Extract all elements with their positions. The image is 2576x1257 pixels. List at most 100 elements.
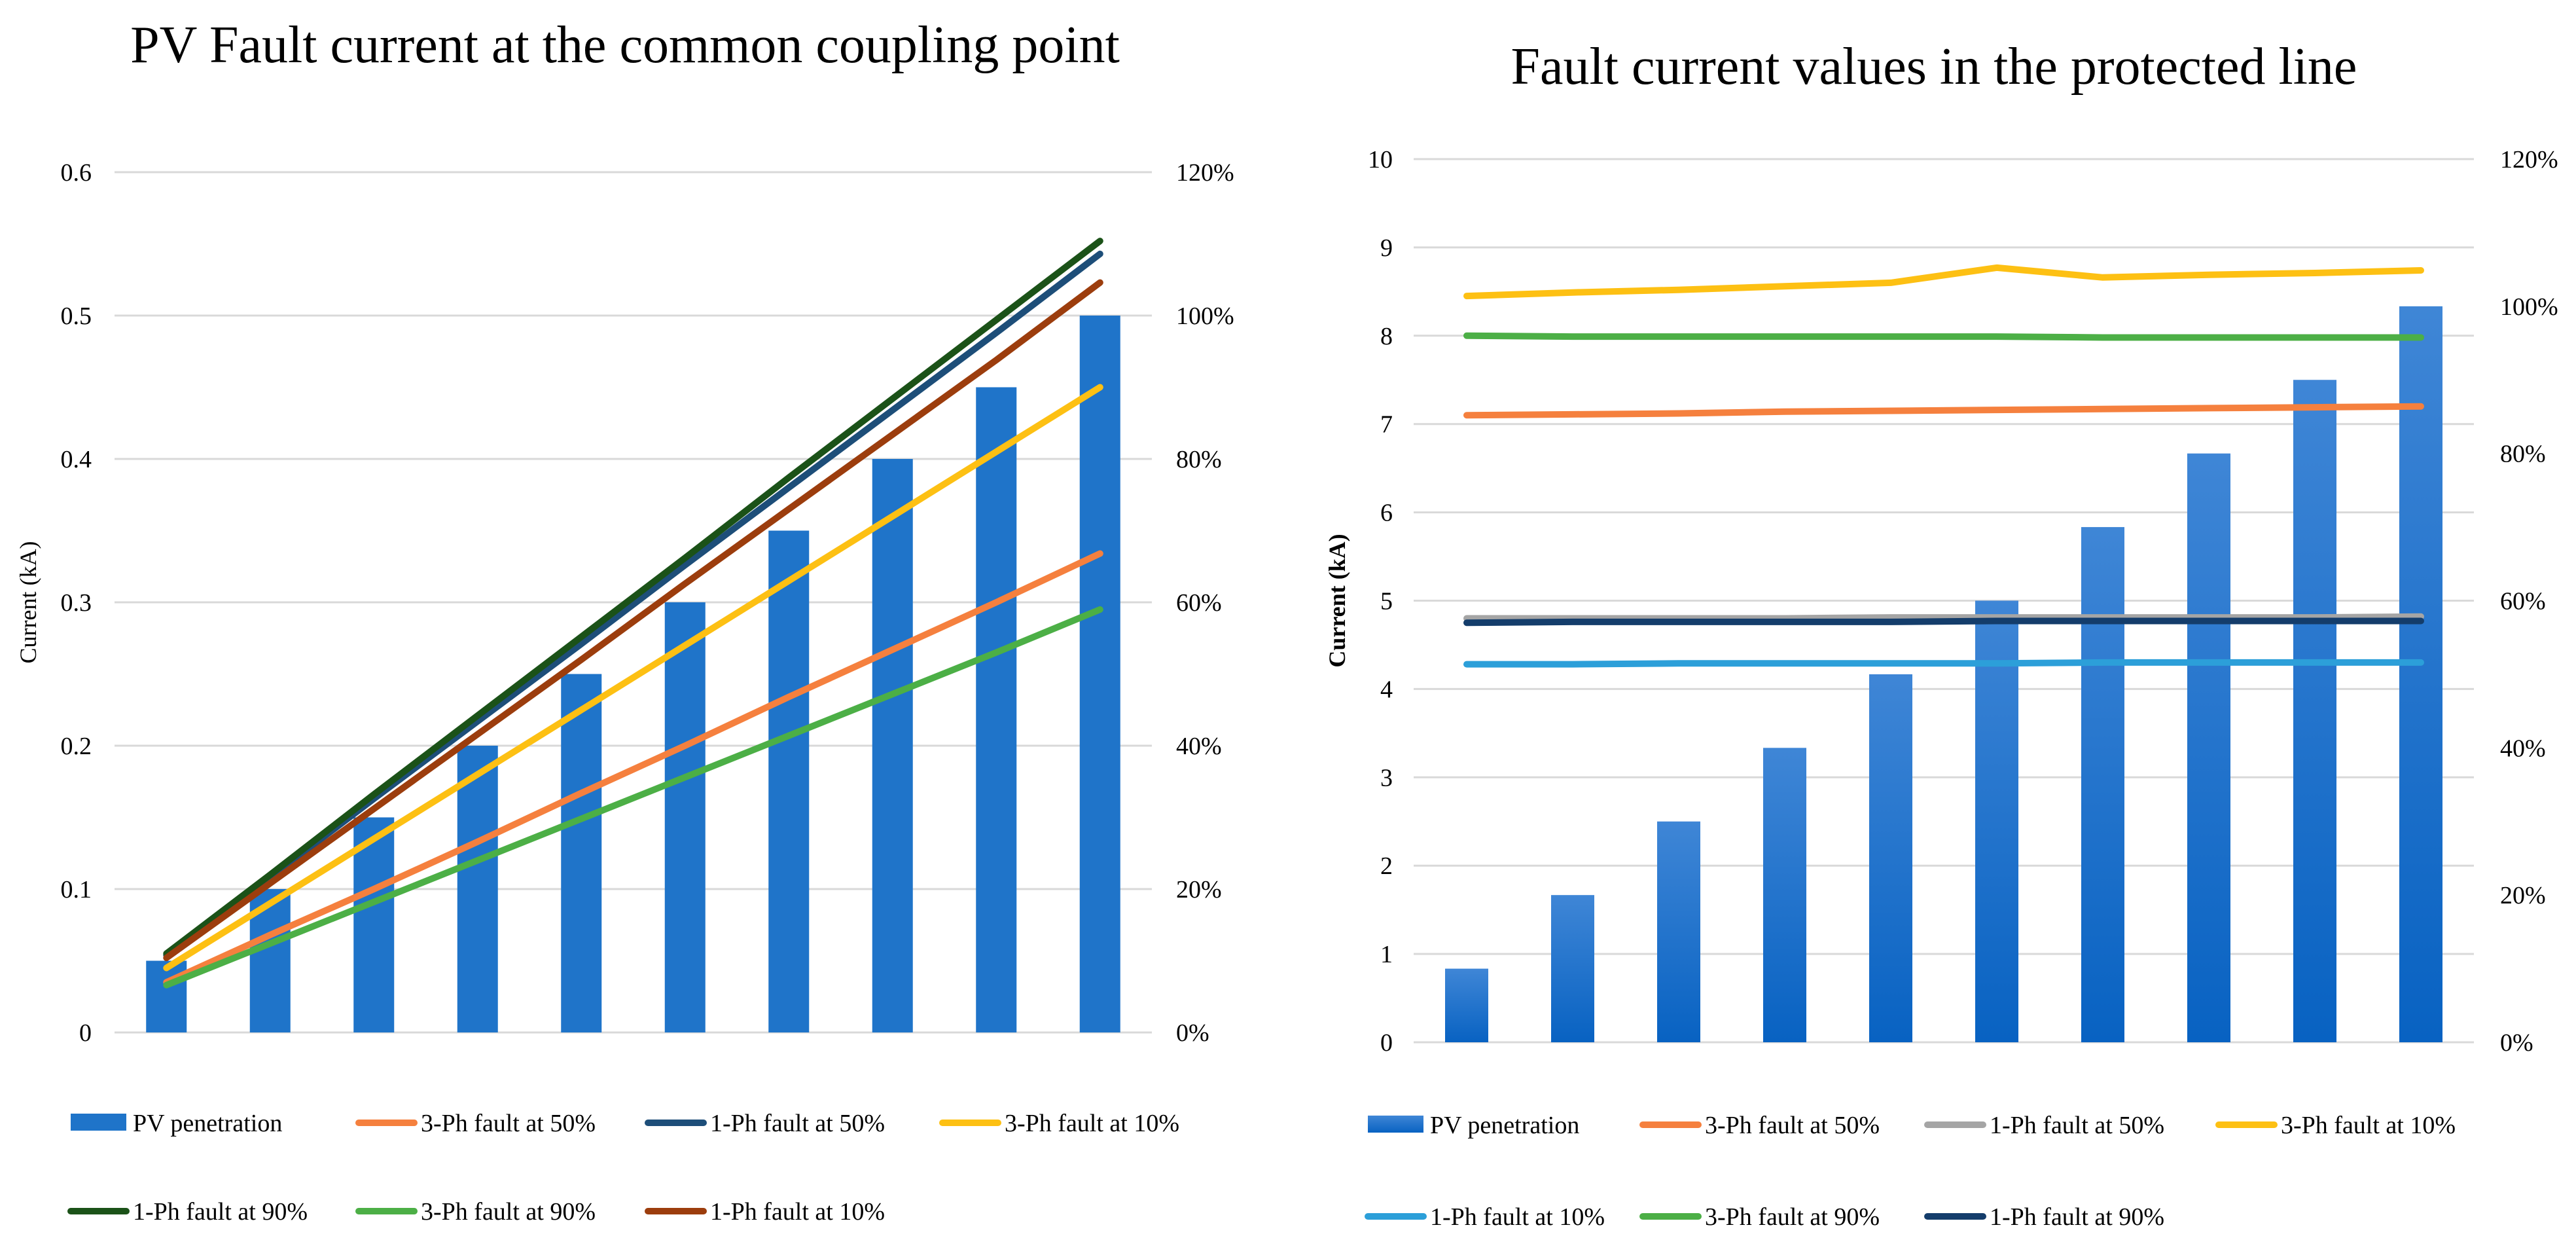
legend-item: 1-Ph fault at 10% bbox=[1365, 1203, 1605, 1231]
legend-label: 1-Ph fault at 50% bbox=[1990, 1112, 2164, 1139]
bar bbox=[664, 602, 706, 1032]
line-series-1-ph-fault-at-90- bbox=[163, 238, 1103, 957]
bar bbox=[146, 960, 187, 1032]
y-tick-label: 0.5 bbox=[61, 302, 92, 330]
legend-item: 1-Ph fault at 10% bbox=[645, 1198, 885, 1226]
bar bbox=[872, 459, 913, 1032]
y2-tick-label: 100% bbox=[1176, 302, 1234, 330]
y-tick-label: 0 bbox=[79, 1019, 92, 1047]
series-line bbox=[163, 606, 1103, 989]
y-tick-label: 0.4 bbox=[61, 446, 92, 473]
series-line bbox=[1463, 264, 2424, 300]
series-line bbox=[163, 238, 1103, 957]
bar-series-pv-penetration bbox=[146, 316, 1120, 1032]
legend-item: 3-Ph fault at 10% bbox=[2215, 1112, 2456, 1139]
bar bbox=[2293, 380, 2336, 1042]
legend-item: 1-Ph fault at 90% bbox=[1924, 1203, 2164, 1231]
legend-item: 1-Ph fault at 50% bbox=[645, 1110, 885, 1137]
series-line bbox=[163, 279, 1103, 962]
y-tick-label: 7 bbox=[1380, 411, 1393, 439]
bar bbox=[1657, 821, 1700, 1042]
bar bbox=[561, 674, 602, 1032]
legend-label: 3-Ph fault at 10% bbox=[1005, 1110, 1179, 1137]
y2-tick-label: 20% bbox=[1176, 876, 1222, 903]
y2-tick-label: 20% bbox=[2500, 882, 2546, 909]
series-line bbox=[163, 384, 1103, 972]
line-series-1-ph-fault-at-10- bbox=[163, 279, 1103, 962]
series-line bbox=[1463, 659, 2424, 668]
y-tick-label: 10 bbox=[1368, 146, 1393, 173]
line-series-1-ph-fault-at-90- bbox=[1463, 617, 2424, 627]
series-line bbox=[1463, 332, 2424, 341]
bar bbox=[1551, 895, 1594, 1042]
legend-swatch bbox=[71, 1114, 126, 1131]
legend: PV penetration 3-Ph fault at 50% 1-Ph faul… bbox=[67, 1110, 1179, 1226]
y-tick-label: 9 bbox=[1380, 234, 1393, 262]
y-axis-title: Current (kA) bbox=[15, 541, 41, 664]
series-line bbox=[1463, 613, 2424, 622]
bar bbox=[2081, 527, 2124, 1042]
legend-label: 3-Ph fault at 10% bbox=[2281, 1112, 2456, 1139]
y2-tick-label: 60% bbox=[2500, 588, 2546, 615]
y-tick-label: 2 bbox=[1380, 852, 1393, 880]
bar bbox=[1763, 748, 1806, 1042]
y2-tick-label: 40% bbox=[1176, 733, 1222, 760]
bar bbox=[1975, 600, 2018, 1042]
legend-item: 3-Ph fault at 50% bbox=[355, 1110, 596, 1137]
chart-title: Fault current values in the protected li… bbox=[1511, 38, 2357, 96]
legend-item: 3-Ph fault at 90% bbox=[1639, 1203, 1880, 1231]
legend-item: 3-Ph fault at 10% bbox=[939, 1110, 1179, 1137]
y-tick-label: 0.2 bbox=[61, 733, 92, 760]
y-tick-label: 0 bbox=[1380, 1029, 1393, 1057]
y-tick-label: 5 bbox=[1380, 588, 1393, 615]
y-tick-label: 1 bbox=[1380, 941, 1393, 968]
y-tick-label: 8 bbox=[1380, 323, 1393, 350]
series-line bbox=[1463, 403, 2424, 419]
series-line bbox=[1463, 617, 2424, 627]
legend-label: 3-Ph fault at 50% bbox=[421, 1110, 596, 1137]
legend-label: 1-Ph fault at 10% bbox=[1430, 1203, 1605, 1231]
legend-label: 3-Ph fault at 50% bbox=[1705, 1112, 1880, 1139]
y-tick-label: 3 bbox=[1380, 764, 1393, 792]
line-series-3-ph-fault-at-50- bbox=[1463, 403, 2424, 419]
legend-item: 1-Ph fault at 50% bbox=[1924, 1112, 2164, 1139]
bar bbox=[2187, 453, 2230, 1042]
bar bbox=[1869, 674, 1912, 1042]
y2-tick-label: 0% bbox=[1176, 1019, 1209, 1047]
y2-tick-label: 120% bbox=[2500, 146, 2558, 173]
bar bbox=[768, 530, 810, 1032]
legend-item: 3-Ph fault at 50% bbox=[1639, 1112, 1880, 1139]
legend: PV penetration 3-Ph fault at 50% 1-Ph faul… bbox=[1365, 1112, 2456, 1231]
legend-label: PV penetration bbox=[1430, 1112, 1579, 1139]
line-series-3-ph-fault-at-10- bbox=[1463, 264, 2424, 300]
y2-tick-label: 80% bbox=[2500, 441, 2546, 468]
legend-label: 1-Ph fault at 90% bbox=[133, 1198, 308, 1226]
y2-tick-label: 100% bbox=[2500, 293, 2558, 321]
line-series-3-ph-fault-at-10- bbox=[163, 384, 1103, 972]
y2-tick-label: 120% bbox=[1176, 159, 1234, 187]
line-series-3-ph-fault-at-90- bbox=[1463, 332, 2424, 341]
line-series-1-ph-fault-at-10- bbox=[1463, 659, 2424, 668]
legend-label: 3-Ph fault at 90% bbox=[421, 1198, 596, 1226]
y-tick-label: 0.3 bbox=[61, 589, 92, 617]
bar bbox=[976, 387, 1017, 1032]
bar bbox=[457, 746, 498, 1032]
y-tick-label: 4 bbox=[1380, 676, 1393, 703]
series-line bbox=[163, 550, 1103, 986]
legend-item: PV penetration bbox=[71, 1110, 282, 1137]
bar bbox=[2399, 306, 2442, 1042]
line-series-3-ph-fault-at-90- bbox=[163, 606, 1103, 989]
bar-series-pv-penetration bbox=[1445, 306, 2442, 1042]
legend-label: 1-Ph fault at 90% bbox=[1990, 1203, 2164, 1231]
bar bbox=[1079, 316, 1120, 1032]
y2-tick-label: 80% bbox=[1176, 446, 1222, 473]
bar bbox=[353, 817, 395, 1032]
line-series-1-ph-fault-at-50- bbox=[1463, 613, 2424, 622]
y2-tick-label: 40% bbox=[2500, 735, 2546, 762]
legend-item: 3-Ph fault at 90% bbox=[355, 1198, 596, 1226]
legend-label: 1-Ph fault at 10% bbox=[710, 1198, 885, 1226]
legend-swatch bbox=[1368, 1116, 1423, 1133]
chart-title: PV Fault current at the common coupling … bbox=[130, 16, 1120, 74]
y-tick-label: 0.1 bbox=[61, 876, 92, 903]
